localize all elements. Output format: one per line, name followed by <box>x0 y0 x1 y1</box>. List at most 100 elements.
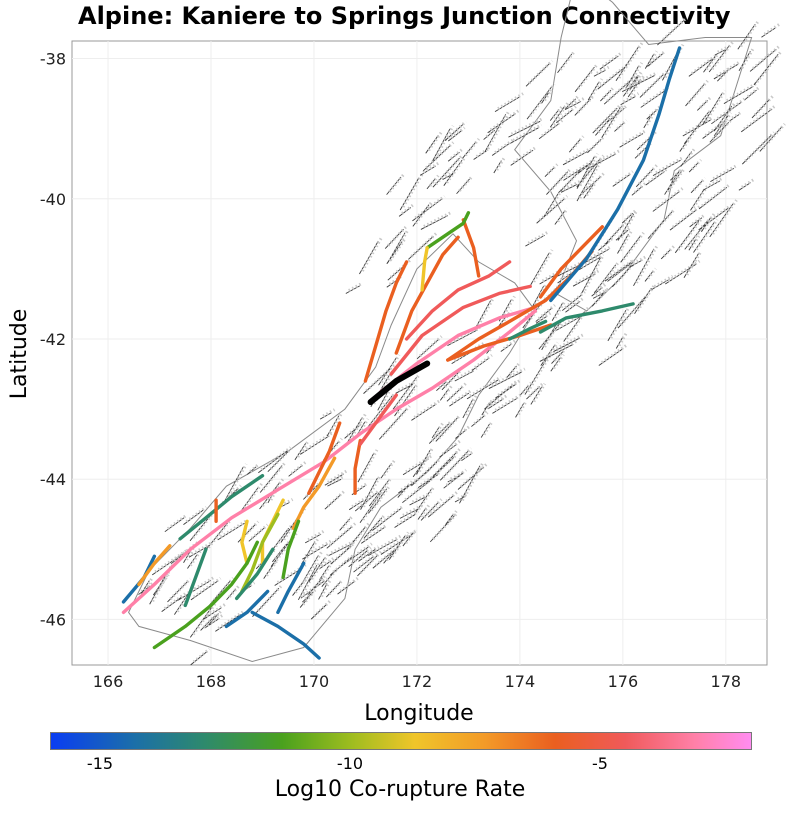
fault-dip-hatch <box>719 66 732 80</box>
colorbar-tick: -5 <box>592 754 608 773</box>
fault-dip-hatch <box>607 258 635 280</box>
fault-dip-hatch <box>358 418 370 434</box>
fault-dip-hatch <box>625 71 643 95</box>
fault-dip-hatch <box>594 103 622 132</box>
background-fault-trace <box>696 100 708 111</box>
fault-dip-hatch <box>371 476 393 504</box>
y-axis-ticks: -38 -40 -42 -44 -46 <box>40 50 66 630</box>
fault-dip-hatch <box>206 614 224 627</box>
fault-dip-hatch <box>442 447 473 479</box>
fault-dip-hatch <box>567 297 585 311</box>
fault-dip-hatch <box>712 164 738 180</box>
fault-dip-hatch <box>304 587 318 601</box>
background-faults <box>138 16 786 666</box>
fault-dip-hatch <box>348 413 367 441</box>
fault-section-trace <box>549 46 682 303</box>
background-fault-trace <box>647 211 673 239</box>
fault-dip-hatch <box>217 610 245 630</box>
background-fault-trace <box>446 386 464 402</box>
fault-dip-hatch <box>628 62 644 86</box>
fault-dip-hatch <box>389 228 410 262</box>
fault-dip-hatch <box>399 480 414 496</box>
background-fault-trace <box>412 198 442 222</box>
background-fault-trace <box>425 135 439 154</box>
background-fault-trace <box>417 507 427 520</box>
x-tick-label: 168 <box>196 672 227 691</box>
fault-dip-hatch <box>581 253 604 269</box>
fault-dip-hatch <box>537 303 556 320</box>
fault-dip-hatch <box>711 199 738 235</box>
fault-dip-hatch <box>548 167 572 193</box>
background-fault-trace <box>525 234 545 247</box>
background-fault-trace <box>577 164 589 174</box>
fault-dip-hatch <box>301 592 314 606</box>
background-fault-trace <box>439 443 458 458</box>
fault-dip-hatch <box>296 439 310 458</box>
fault-dip-hatch <box>343 542 373 564</box>
x-tick-label: 176 <box>608 672 639 691</box>
background-fault-trace <box>329 441 340 452</box>
background-fault-trace <box>702 93 723 125</box>
fault-dip-hatch <box>379 382 396 409</box>
fault-dip-hatch <box>600 344 628 364</box>
fault-dip-hatch <box>397 380 417 392</box>
fault-section-trace <box>425 211 471 250</box>
background-fault-trace <box>690 189 704 211</box>
background-fault-trace <box>591 287 603 297</box>
fault-dip-hatch <box>618 226 632 239</box>
fault-dip-hatch <box>411 492 429 504</box>
background-fault-trace <box>447 151 460 162</box>
fault-dip-hatch <box>477 296 495 327</box>
background-fault-trace <box>449 392 470 407</box>
background-fault-trace <box>445 513 454 526</box>
fault-dip-hatch <box>382 459 396 477</box>
fault-dip-hatch <box>351 496 368 508</box>
fault-dip-hatch <box>500 295 516 319</box>
background-fault-trace <box>455 429 467 439</box>
fault-dip-hatch <box>185 505 208 523</box>
fault-dip-hatch <box>710 41 734 70</box>
fault-section-trace <box>446 323 553 362</box>
fault-dip-hatch <box>711 118 733 141</box>
fault-section-trace <box>250 610 321 660</box>
y-tick-label: -46 <box>40 610 66 629</box>
fault-dip-hatch <box>646 50 658 67</box>
fault-dip-hatch <box>552 353 565 370</box>
fault-dip-hatch <box>672 205 701 229</box>
background-fault-trace <box>417 474 438 489</box>
background-fault-trace <box>615 336 624 349</box>
fault-dip-hatch <box>614 170 634 185</box>
fault-dip-hatch <box>294 578 308 594</box>
fault-dip-hatch <box>435 447 462 475</box>
background-fault-trace <box>326 415 340 437</box>
background-fault-trace <box>539 343 574 362</box>
fault-dip-hatch <box>401 203 415 215</box>
background-fault-trace <box>646 109 658 120</box>
colorbar-tick: -10 <box>336 754 364 773</box>
fault-dip-hatch <box>387 225 408 247</box>
fault-dip-hatch <box>580 172 606 195</box>
fault-dip-hatch <box>739 20 760 48</box>
background-fault-trace <box>399 508 420 519</box>
fault-dip-hatch <box>360 545 379 560</box>
fault-dip-hatch <box>348 281 364 292</box>
fault-dip-hatch <box>494 393 522 412</box>
fault-dip-hatch <box>332 553 356 574</box>
fault-dip-hatch <box>225 463 248 501</box>
fault-dip-hatch <box>649 49 667 65</box>
fault-dip-hatch <box>391 531 410 558</box>
x-tick-label: 172 <box>402 672 433 691</box>
fault-dip-hatch <box>370 497 383 512</box>
fault-section-trace <box>240 519 249 565</box>
background-fault-trace <box>203 607 223 620</box>
fault-dip-hatch <box>483 398 494 413</box>
fault-dip-hatch <box>307 529 325 542</box>
background-fault-trace <box>621 75 655 93</box>
fault-dip-hatch <box>517 399 528 416</box>
fault-dip-hatch <box>497 92 524 110</box>
fault-dip-hatch <box>380 354 401 384</box>
background-fault-trace <box>698 208 729 231</box>
fault-dip-hatch <box>562 167 584 190</box>
fault-dip-hatch <box>576 63 599 90</box>
